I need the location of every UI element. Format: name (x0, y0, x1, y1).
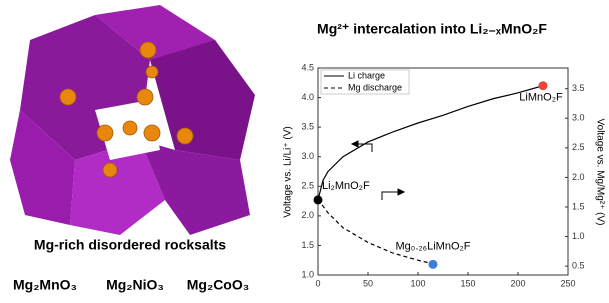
annotation: Li₂MnO₂F (322, 180, 370, 192)
y2-tick-label: 1.5 (572, 201, 585, 211)
x-tick-label: 50 (363, 278, 373, 288)
annotation: Mg₀.₂₆LiMnO₂F (396, 240, 471, 252)
annotation: LiMnO₂F (519, 92, 563, 104)
y2-tick-label: 2.0 (572, 172, 585, 182)
x-tick-label: 100 (410, 278, 425, 288)
y-tick-label: 4.5 (301, 62, 314, 72)
crystal-structure (10, 5, 255, 235)
compound: Mg₂NiO₃ (106, 277, 164, 293)
y-tick-label: 3.5 (301, 122, 314, 132)
y2-tick-label: 0.5 (572, 261, 585, 271)
legend-label: Li charge (348, 70, 385, 80)
y-tick-label: 1.0 (301, 269, 314, 279)
y2-tick-label: 3.0 (572, 113, 585, 123)
x-tick-label: 150 (460, 278, 475, 288)
y-tick-label: 3.0 (301, 151, 314, 161)
annotation-marker (314, 195, 323, 204)
compound: Mg₂MnO₃ (13, 277, 77, 293)
x-tick-label: 0 (315, 278, 320, 288)
series-line (318, 199, 433, 263)
legend-label: Mg discharge (348, 82, 402, 92)
y2-tick-label: 3.5 (572, 83, 585, 93)
y-tick-label: 2.0 (301, 210, 314, 220)
y-tick-label: 2.5 (301, 181, 314, 191)
annotation-marker (429, 260, 438, 269)
y-tick-label: 4.0 (301, 92, 314, 102)
y2-axis-label: Voltage vs. Mg/Mg²⁺ (V) (594, 119, 605, 226)
figure: Mg-rich disordered rocksalts Mg₂MnO₃ Mg₂… (0, 0, 609, 298)
x-tick-label: 200 (510, 278, 525, 288)
y-axis-label: Voltage vs. Li/Li⁺ (V) (283, 126, 294, 217)
y2-tick-label: 1.0 (572, 231, 585, 241)
annotation-marker (539, 81, 548, 90)
x-tick-label: 250 (560, 278, 575, 288)
y2-tick-label: 2.5 (572, 142, 585, 152)
caption: Mg-rich disordered rocksalts (34, 237, 226, 253)
chart-title: Mg²⁺ intercalation into Li₂₋ₓMnO₂F (317, 21, 547, 37)
compound: Mg₂CoO₃ (187, 277, 249, 293)
y-tick-label: 1.5 (301, 240, 314, 250)
